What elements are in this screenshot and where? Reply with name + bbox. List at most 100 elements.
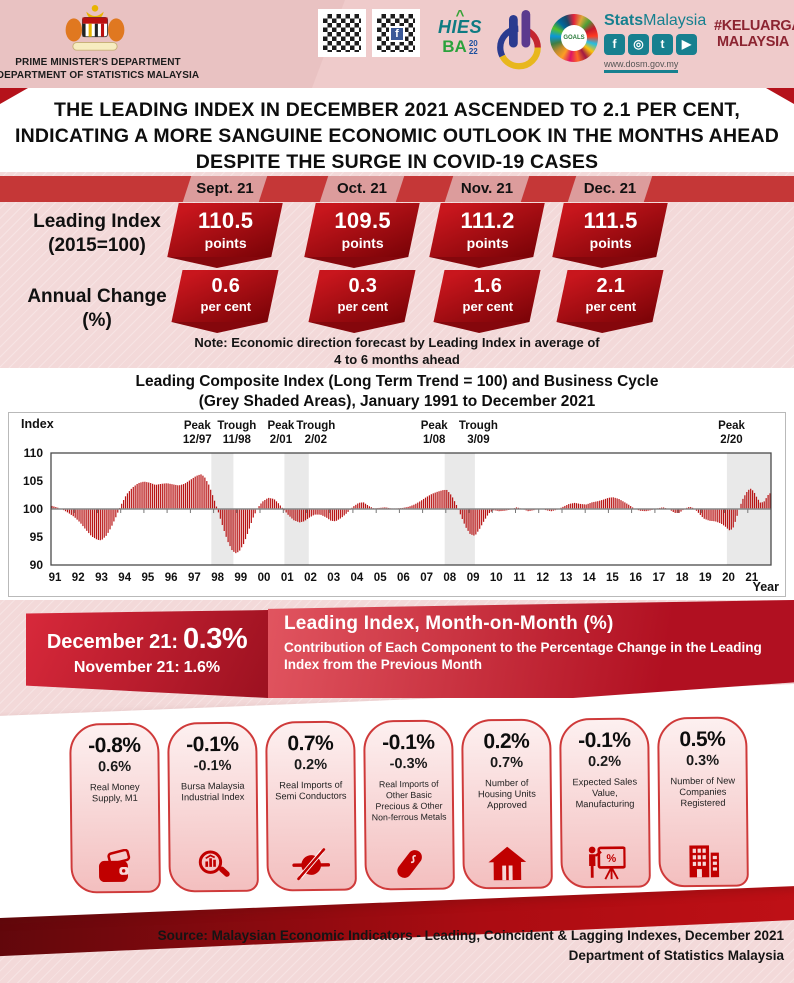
annual-change-value-dec: 2.1 per cent xyxy=(556,270,664,322)
ba-logo-text: BA 20 22 xyxy=(428,38,492,56)
component-card-metals: -0.1% -0.3% Real Imports of Other Basic … xyxy=(363,719,455,891)
ribbon-corner-right xyxy=(766,88,794,104)
presentation-chart-icon: % xyxy=(588,846,626,880)
hashtag-line-1: #KELUARGA xyxy=(714,18,794,34)
svg-text:09: 09 xyxy=(467,572,480,584)
source-note: Source: Malaysian Economic Indicators - … xyxy=(157,928,784,963)
component-card-semiconductors: 0.7% 0.2% Real Imports of Semi Conductor… xyxy=(265,720,357,892)
svg-text:2/20: 2/20 xyxy=(720,434,742,446)
svg-text:Trough: Trough xyxy=(459,420,498,432)
statsmalaysia-wordmark: StatsMalaysia xyxy=(604,12,716,30)
annual-change-value-sept: 0.6 per cent xyxy=(171,270,279,322)
svg-text:18: 18 xyxy=(676,572,689,584)
month-label-dec: Dec. 21 xyxy=(567,176,653,202)
instagram-icon: ◎ xyxy=(628,34,649,55)
stock-index-magnifier-icon xyxy=(198,850,230,877)
department-line-2: DEPARTMENT OF STATISTICS MALAYSIA xyxy=(0,70,200,81)
chart-title: Leading Composite Index (Long Term Trend… xyxy=(135,373,659,410)
mom-previous-month: November 21: 1.6% xyxy=(73,659,221,676)
component-card-money-supply: -0.8% 0.6% Real Money Supply, M1 xyxy=(69,722,161,894)
qr-code-dosm xyxy=(318,9,366,57)
annual-change-value-oct: 0.3 per cent xyxy=(308,270,416,322)
svg-text:97: 97 xyxy=(188,572,201,584)
ribbon-corner-left xyxy=(0,88,28,104)
month-label-sept: Sept. 21 xyxy=(182,176,268,202)
svg-text:01: 01 xyxy=(281,572,294,584)
svg-text:16: 16 xyxy=(629,572,642,584)
stats-bold-text: Stats xyxy=(604,12,644,29)
office-building-icon xyxy=(689,845,720,878)
svg-text:2/01: 2/01 xyxy=(270,434,293,446)
sdg-goals-wheel-logo: GOALS xyxy=(550,14,598,62)
svg-text:96: 96 xyxy=(165,572,178,584)
svg-text:%: % xyxy=(606,853,616,865)
svg-text:100: 100 xyxy=(23,502,43,516)
semiconductor-icon xyxy=(292,848,331,881)
facebook-icon: f xyxy=(604,34,625,55)
svg-text:08: 08 xyxy=(443,572,456,584)
svg-text:13: 13 xyxy=(560,572,573,584)
svg-text:90: 90 xyxy=(30,558,44,572)
header: PRIME MINISTER'S DEPARTMENT DEPARTMENT O… xyxy=(0,0,794,88)
leading-index-row-label: Leading Index (2015=100) xyxy=(33,211,161,256)
svg-text:07: 07 xyxy=(420,572,433,584)
svg-text:95: 95 xyxy=(30,530,44,544)
component-card-housing: 0.2% 0.7% Number of Housing Units Approv… xyxy=(461,718,553,890)
svg-text:00: 00 xyxy=(258,572,271,584)
svg-text:92: 92 xyxy=(72,572,85,584)
svg-text:Peak: Peak xyxy=(718,420,745,432)
roof-icon: ^ xyxy=(455,7,465,24)
ba-year: 20 22 xyxy=(468,38,478,56)
leading-index-value-nov: 111.2 points xyxy=(429,203,545,257)
svg-text:Peak: Peak xyxy=(421,420,448,432)
leading-composite-index-chart: 110 105 100 95 90 Index 91 92 93 94 95 96 97 98 99 00 01… xyxy=(21,417,779,593)
svg-text:Peak: Peak xyxy=(267,420,294,432)
annual-change-row-label: Annual Change (%) xyxy=(27,286,167,331)
month-label-nov: Nov. 21 xyxy=(444,176,530,202)
hies-ba-2022-logo: ^ HIES BA 20 22 xyxy=(428,8,492,78)
svg-text:06: 06 xyxy=(397,572,410,584)
svg-text:12: 12 xyxy=(536,572,549,584)
svg-text:98: 98 xyxy=(211,572,224,584)
svg-text:21: 21 xyxy=(745,572,758,584)
house-icon xyxy=(488,846,527,881)
qr-code-facebook: f xyxy=(372,9,420,57)
leading-index-value-sept: 110.5 points xyxy=(167,203,283,257)
leading-index-value-oct: 109.5 points xyxy=(304,203,420,257)
svg-text:93: 93 xyxy=(95,572,108,584)
mycensus-logo xyxy=(497,10,541,70)
malaysia-coat-of-arms-icon xyxy=(65,5,125,51)
svg-text:95: 95 xyxy=(142,572,155,584)
chart-frame: 110 105 100 95 90 Index 91 92 93 94 95 96 97 98 99 00 01… xyxy=(8,412,786,597)
svg-text:02: 02 xyxy=(304,572,317,584)
agency-block: PRIME MINISTER'S DEPARTMENT DEPARTMENT O… xyxy=(0,0,345,88)
svg-text:10: 10 xyxy=(490,572,503,584)
svg-text:Trough: Trough xyxy=(296,420,335,432)
wallet-icon xyxy=(99,848,131,883)
svg-text:20: 20 xyxy=(722,572,735,584)
chart-section: Leading Composite Index (Long Term Trend… xyxy=(0,368,794,600)
svg-text:2/02: 2/02 xyxy=(305,434,327,446)
svg-text:12/97: 12/97 xyxy=(183,434,212,446)
hashtag-line-2: MALAYSIA xyxy=(717,34,789,50)
svg-text:19: 19 xyxy=(699,572,712,584)
facebook-badge-icon: f xyxy=(389,26,405,42)
headline: THE LEADING INDEX IN DECEMBER 2021 ASCEN… xyxy=(0,88,794,173)
svg-text:110: 110 xyxy=(24,446,44,460)
metal-ingot-icon xyxy=(397,850,422,878)
svg-text:Trough: Trough xyxy=(217,420,256,432)
mom-subheading: Contribution of Each Component to the Pe… xyxy=(284,640,762,672)
mom-heading: Leading Index, Month-on-Month (%) xyxy=(284,613,614,634)
svg-text:3/09: 3/09 xyxy=(467,434,489,446)
svg-text:1/08: 1/08 xyxy=(423,434,446,446)
svg-text:11: 11 xyxy=(513,572,526,584)
website-url: www.dosm.gov.my xyxy=(604,59,679,73)
mom-current-month: December 21: 0.3% xyxy=(46,623,248,655)
headline-line-2: INDICATING A MORE SANGUINE ECONOMIC OUTL… xyxy=(14,125,780,147)
headline-line-1: THE LEADING INDEX IN DECEMBER 2021 ASCEN… xyxy=(54,99,740,121)
component-card-new-companies: 0.5% 0.3% Number of New Companies Regist… xyxy=(657,716,749,888)
sdg-goals-label: GOALS xyxy=(563,35,585,41)
svg-text:105: 105 xyxy=(23,474,43,488)
headline-line-3: DESPITE THE SURGE IN COVID-19 CASES xyxy=(195,151,599,173)
forecast-note: Note: Economic direction forecast by Lea… xyxy=(194,335,600,367)
